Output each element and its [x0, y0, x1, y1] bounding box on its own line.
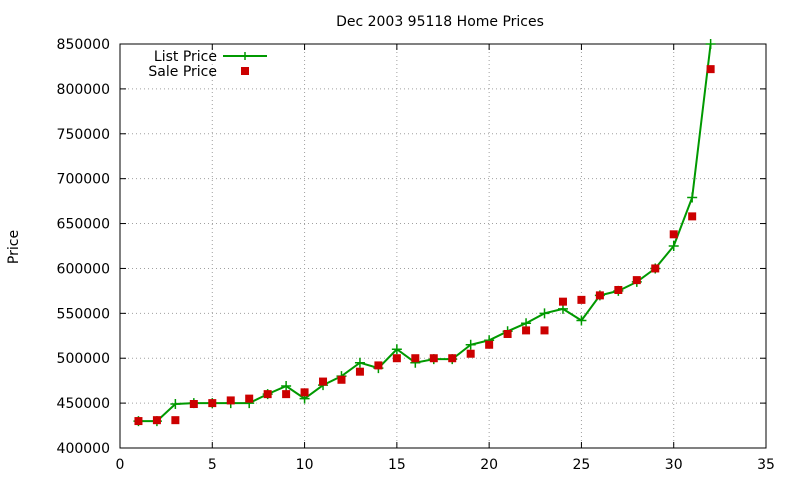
- sale-price-point: [392, 354, 401, 363]
- axis-ticks: 0 5 10 15 20 25 30 35 400000 450000 500000 550000 60…: [57, 37, 775, 473]
- sale-price-point: [522, 326, 531, 335]
- sale-price-point: [300, 388, 309, 397]
- x-tick-label: 25: [573, 457, 591, 473]
- sale-price-point: [374, 361, 383, 370]
- sale-price-point: [651, 264, 660, 273]
- sale-price-point: [282, 390, 291, 399]
- series-layer: [133, 39, 716, 427]
- plot-frame: [119, 43, 767, 449]
- sale-price-point: [632, 276, 641, 285]
- sale-price-point: [448, 354, 457, 363]
- sale-price-point: [485, 340, 494, 349]
- sale-price-point: [466, 349, 475, 358]
- y-tick-label: 550000: [57, 306, 110, 322]
- sale-price-point: [319, 377, 328, 386]
- sale-price-point: [152, 416, 161, 425]
- list-price-point: [170, 399, 181, 410]
- x-tick-label: 5: [208, 457, 217, 473]
- y-axis-label: Price: [6, 230, 22, 264]
- y-tick-label: 450000: [57, 396, 110, 412]
- x-tick-label: 30: [665, 457, 683, 473]
- chart-title: Dec 2003 95118 Home Prices: [336, 14, 544, 30]
- list-price-line: [138, 43, 712, 423]
- sale-price-point: [429, 354, 438, 363]
- legend-marker-sale-price: [241, 67, 249, 75]
- list-price-point: [539, 308, 550, 319]
- sale-price-point: [669, 230, 678, 239]
- sale-price-point: [503, 329, 512, 338]
- sale-price-point: [355, 367, 364, 376]
- x-tick-label: 0: [116, 457, 125, 473]
- sale-price-point: [614, 285, 623, 294]
- sale-price-point: [189, 400, 198, 409]
- y-tick-label: 750000: [57, 127, 110, 143]
- x-tick-label: 35: [757, 457, 775, 473]
- list-price-point: [705, 39, 716, 49]
- x-tick-label: 10: [296, 457, 314, 473]
- sale-price-point: [208, 399, 217, 408]
- list-price-point: [465, 339, 476, 350]
- y-tick-label: 650000: [57, 217, 110, 233]
- y-tick-label: 800000: [57, 82, 110, 98]
- sale-price-point: [577, 295, 586, 304]
- list-price-point: [391, 344, 402, 355]
- list-price-point: [668, 241, 679, 251]
- y-tick-label: 700000: [57, 172, 110, 188]
- legend-label-sale-price: Sale Price: [148, 64, 217, 80]
- legend-marker-list-price: [241, 52, 249, 60]
- list-price-point: [576, 315, 587, 326]
- sale-price-point: [411, 354, 420, 363]
- x-tick-label: 15: [388, 457, 406, 473]
- y-tick-label: 500000: [57, 351, 110, 367]
- grid: [120, 44, 766, 448]
- list-price-point: [687, 192, 698, 203]
- sale-price-point: [245, 394, 254, 403]
- list-price-point: [354, 357, 365, 368]
- y-tick-label: 600000: [57, 261, 110, 277]
- sale-price-point: [263, 390, 272, 399]
- sale-price-point: [337, 375, 346, 384]
- sale-price-point: [595, 291, 604, 300]
- sale-price-point: [171, 416, 180, 425]
- legend-label-list-price: List Price: [154, 49, 217, 65]
- y-tick-label: 850000: [57, 37, 110, 53]
- sale-price-point: [134, 417, 143, 426]
- sale-price-point: [540, 326, 549, 335]
- sale-price-point: [688, 212, 697, 221]
- legend: List Price Sale Price: [148, 49, 267, 80]
- sale-price-point: [558, 297, 567, 306]
- x-tick-label: 20: [480, 457, 498, 473]
- y-tick-label: 400000: [57, 441, 110, 457]
- list-price-point: [281, 381, 292, 392]
- sale-price-point: [706, 65, 715, 74]
- sale-price-point: [226, 396, 235, 405]
